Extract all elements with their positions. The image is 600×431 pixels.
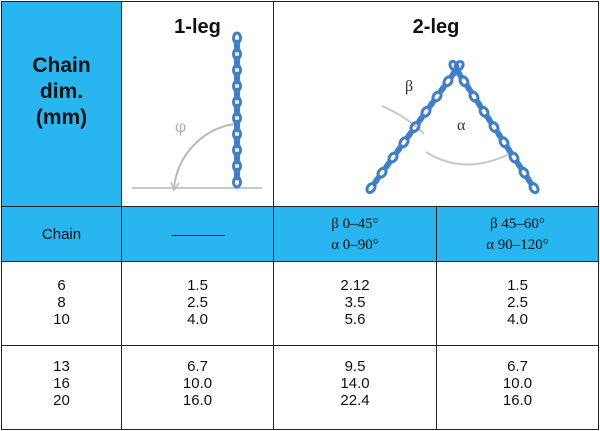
group-2-chain-value-1: 13 <box>53 358 70 375</box>
two-leg-a-column-header: β 0–45° α 0–90° <box>273 206 437 262</box>
group-2-two-leg-a-value-2: 14.0 <box>340 375 370 392</box>
two-leg-diagram <box>365 59 540 195</box>
chain-link <box>234 87 240 101</box>
two-leg-b-alpha-range: α 90–120° <box>486 237 549 253</box>
chain-dim-line-3: (mm) <box>35 106 88 129</box>
group-1-two-leg-a-cell: 2.12 3.5 5.6 <box>273 261 437 346</box>
chain-dim-header: Chain dim. (mm) <box>2 53 121 131</box>
beta-arc <box>381 105 425 135</box>
group-1-chain-value-3: 10 <box>53 311 70 328</box>
one-leg-title: 1-leg <box>174 16 221 38</box>
group-1-one-leg-cell: 1.5 2.5 4.0 <box>121 261 274 346</box>
group-2-one-leg-value-2: 10.0 <box>182 375 213 392</box>
chain-dim-header-cell: Chain dim. (mm) <box>1 1 122 207</box>
angle-arrow <box>170 181 180 192</box>
group-1-chain-cell: 6 8 10 <box>1 261 122 346</box>
chain-link <box>365 181 377 195</box>
one-leg-header-cell: 1-leg φ <box>121 1 274 207</box>
group-1-two-leg-b-value-1: 1.5 <box>507 277 528 294</box>
group-2-two-leg-b-value-3: 16.0 <box>502 392 533 409</box>
chain-link <box>234 103 240 117</box>
group-2-one-leg-value-3: 16.0 <box>182 392 213 409</box>
group-1-one-leg-value-3: 4.0 <box>187 311 208 328</box>
group-1-chain-value-1: 6 <box>57 277 66 294</box>
group-1-two-leg-a-value-2: 3.5 <box>344 294 366 311</box>
chain-column-header: Chain <box>1 206 122 262</box>
chain-link <box>234 119 240 133</box>
one-leg-diagram <box>132 31 262 192</box>
angle-arc <box>173 123 235 189</box>
group-1-one-leg-value-2: 2.5 <box>187 294 208 311</box>
chain-link <box>234 71 240 85</box>
chain-dim-line-1: Chain <box>32 54 91 77</box>
group-2-one-leg-cell: 6.7 10.0 16.0 <box>121 345 274 430</box>
chain-column-label: Chain <box>41 225 82 243</box>
one-leg-column-header: ———— <box>121 206 274 262</box>
group-1-two-leg-b-value-3: 4.0 <box>507 311 528 328</box>
left-chain-leg-icon <box>365 59 465 195</box>
two-leg-title: 2-leg <box>412 16 460 38</box>
two-leg-a-alpha-range: α 0–90° <box>331 237 379 253</box>
group-2-two-leg-a-cell: 9.5 14.0 22.4 <box>273 345 437 430</box>
chain-link <box>528 181 540 195</box>
two-leg-b-column-header: β 45–60° α 90–120° <box>436 206 599 262</box>
group-2-one-leg-value-1: 6.7 <box>187 358 208 375</box>
group-1-one-leg-value-1: 1.5 <box>187 277 208 294</box>
two-leg-b-beta-range: β 45–60° <box>490 216 545 232</box>
two-leg-a-beta-range: β 0–45° <box>331 216 379 232</box>
group-2-two-leg-b-value-2: 10.0 <box>502 375 533 392</box>
chain-link <box>234 55 240 69</box>
group-2-two-leg-b-cell: 6.7 10.0 16.0 <box>436 345 599 430</box>
group-2-chain-value-2: 16 <box>53 375 70 392</box>
vertical-chain-icon <box>232 31 242 189</box>
alpha-arc <box>425 151 510 166</box>
group-1-two-leg-a-value-1: 2.12 <box>340 277 370 294</box>
chain-link <box>234 39 240 53</box>
group-1-chain-value-2: 8 <box>57 294 66 311</box>
chain-link <box>234 167 240 181</box>
group-2-chain-value-3: 20 <box>53 392 70 409</box>
group-2-two-leg-a-value-3: 22.4 <box>340 392 370 409</box>
group-2-chain-cell: 13 16 20 <box>1 345 122 430</box>
chain-link <box>232 175 242 189</box>
chain-dim-line-2: dim. <box>39 80 84 103</box>
alpha-label: α <box>457 117 466 134</box>
group-1-two-leg-a-value-3: 5.6 <box>344 311 366 328</box>
group-2-two-leg-b-value-1: 6.7 <box>507 358 528 375</box>
phi-label: φ <box>175 117 187 136</box>
group-1-two-leg-b-value-2: 2.5 <box>507 294 528 311</box>
one-leg-dash: ———— <box>171 226 225 242</box>
group-2-two-leg-a-value-1: 9.5 <box>344 358 366 375</box>
two-leg-header-cell: 2-leg β α <box>273 1 599 207</box>
group-1-two-leg-b-cell: 1.5 2.5 4.0 <box>436 261 599 346</box>
chain-link <box>234 151 240 165</box>
right-chain-leg-icon <box>448 59 540 195</box>
beta-label: β <box>405 78 414 95</box>
chain-link <box>234 135 240 149</box>
